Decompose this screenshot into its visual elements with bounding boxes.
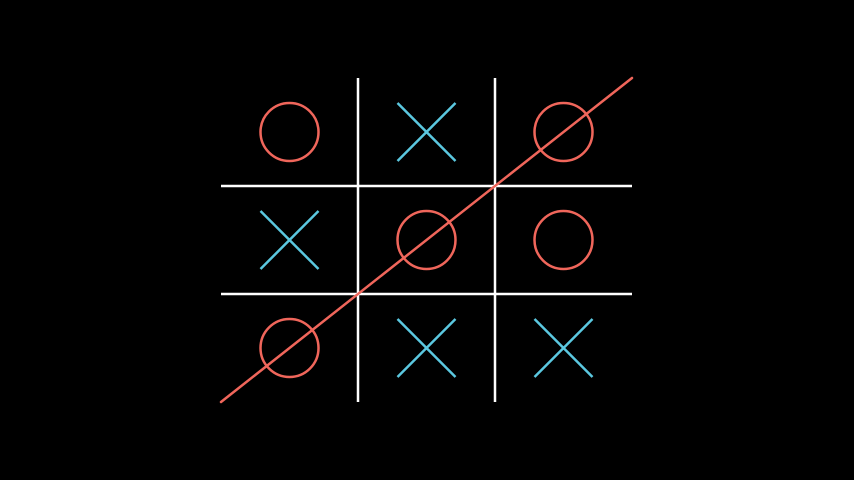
board-cell-r1-c2[interactable]	[495, 186, 632, 294]
board-marks	[259, 101, 594, 379]
cross-stroke-b	[533, 318, 594, 378]
cross-mark-icon	[533, 318, 594, 378]
circle-mark-icon	[259, 101, 320, 163]
circle-mark-icon	[533, 209, 594, 271]
board-cell-r0-c0[interactable]	[221, 78, 358, 186]
circle-mark-icon	[259, 317, 320, 379]
cross-mark-icon	[259, 210, 320, 270]
cross-stroke-b	[259, 210, 320, 270]
winning-line	[219, 76, 634, 404]
circle-mark-icon	[396, 209, 457, 271]
cross-stroke-b	[396, 318, 457, 378]
board-grid	[221, 78, 632, 402]
winning-line-layer	[219, 76, 634, 404]
cross-mark-icon	[396, 318, 457, 378]
cross-stroke-b	[396, 102, 457, 162]
circle-mark-icon	[533, 101, 594, 163]
cross-mark-icon	[396, 102, 457, 162]
